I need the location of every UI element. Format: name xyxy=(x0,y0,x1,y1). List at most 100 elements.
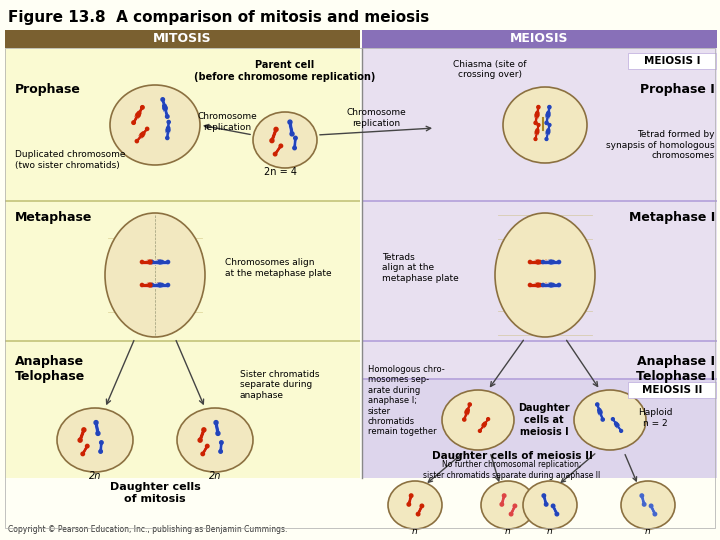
Circle shape xyxy=(198,438,202,442)
Circle shape xyxy=(487,417,490,421)
Polygon shape xyxy=(270,129,278,141)
Text: Homologous chro-
mosomes sep-
arate during
anaphase I;
sister
chromatids
remain : Homologous chro- mosomes sep- arate duri… xyxy=(368,365,445,436)
Polygon shape xyxy=(407,495,413,505)
Circle shape xyxy=(642,503,646,506)
Polygon shape xyxy=(158,284,168,287)
Circle shape xyxy=(270,139,274,143)
Text: Daughter cells
of mitosis: Daughter cells of mitosis xyxy=(109,482,200,504)
Polygon shape xyxy=(500,495,506,505)
Polygon shape xyxy=(152,260,162,264)
Circle shape xyxy=(546,111,550,114)
Circle shape xyxy=(138,111,141,115)
Circle shape xyxy=(161,260,163,264)
Circle shape xyxy=(407,503,410,506)
Circle shape xyxy=(290,132,294,136)
Text: MEIOSIS II: MEIOSIS II xyxy=(642,385,702,395)
Circle shape xyxy=(537,124,540,126)
Polygon shape xyxy=(463,409,469,420)
Circle shape xyxy=(555,512,559,516)
Text: Tetrad formed by
synapsis of homologous
chromosomes: Tetrad formed by synapsis of homologous … xyxy=(606,130,715,160)
Ellipse shape xyxy=(481,481,535,529)
Circle shape xyxy=(161,284,163,287)
Polygon shape xyxy=(640,495,646,505)
Circle shape xyxy=(541,260,544,264)
Bar xyxy=(628,53,716,69)
Circle shape xyxy=(649,504,653,508)
Circle shape xyxy=(166,114,169,118)
Circle shape xyxy=(156,284,160,287)
Polygon shape xyxy=(132,112,140,124)
Polygon shape xyxy=(148,260,158,264)
Circle shape xyxy=(465,410,469,414)
Circle shape xyxy=(99,450,102,453)
Circle shape xyxy=(94,421,98,424)
Circle shape xyxy=(140,133,144,137)
Text: Figure 13.8  A comparison of mitosis and meiosis: Figure 13.8 A comparison of mitosis and … xyxy=(8,10,429,25)
Text: Chiasma (site of
crossing over): Chiasma (site of crossing over) xyxy=(454,60,527,79)
Text: MEIOSIS: MEIOSIS xyxy=(510,32,569,45)
Circle shape xyxy=(534,138,537,140)
Polygon shape xyxy=(198,429,206,441)
Circle shape xyxy=(132,121,135,124)
Circle shape xyxy=(205,444,209,448)
Circle shape xyxy=(548,124,551,126)
Circle shape xyxy=(601,418,604,421)
Circle shape xyxy=(557,260,561,264)
Polygon shape xyxy=(288,122,294,134)
Circle shape xyxy=(536,283,540,287)
Circle shape xyxy=(142,132,145,135)
Circle shape xyxy=(156,260,160,264)
Circle shape xyxy=(546,113,550,117)
Ellipse shape xyxy=(388,481,442,529)
Circle shape xyxy=(503,494,506,497)
Circle shape xyxy=(541,284,544,287)
Circle shape xyxy=(156,284,160,287)
Circle shape xyxy=(416,512,420,516)
Circle shape xyxy=(535,132,538,135)
Text: Daughter
cells at
meiosis I: Daughter cells at meiosis I xyxy=(518,403,570,437)
Polygon shape xyxy=(140,128,148,138)
Circle shape xyxy=(140,284,143,287)
Polygon shape xyxy=(545,130,550,139)
Circle shape xyxy=(136,113,140,117)
Circle shape xyxy=(150,284,153,287)
Circle shape xyxy=(166,128,170,132)
Circle shape xyxy=(158,260,162,264)
Polygon shape xyxy=(142,260,152,264)
Circle shape xyxy=(557,284,561,287)
Circle shape xyxy=(135,115,139,119)
Polygon shape xyxy=(214,422,220,434)
Bar xyxy=(5,30,360,48)
Circle shape xyxy=(549,283,553,287)
Circle shape xyxy=(547,284,551,287)
Text: Sister chromatids
separate during
anaphase: Sister chromatids separate during anapha… xyxy=(240,370,320,400)
Circle shape xyxy=(535,116,539,119)
Circle shape xyxy=(216,431,220,435)
Circle shape xyxy=(484,422,487,425)
Bar xyxy=(362,378,717,380)
Circle shape xyxy=(163,104,166,107)
Polygon shape xyxy=(479,423,486,431)
Polygon shape xyxy=(536,260,546,264)
Text: No further chromosomal replication;
sister chromatids separate during anaphase I: No further chromosomal replication; sist… xyxy=(423,460,600,480)
Polygon shape xyxy=(530,260,540,264)
Circle shape xyxy=(598,410,602,414)
Text: Haploid
n = 2: Haploid n = 2 xyxy=(638,408,672,428)
Polygon shape xyxy=(78,429,86,441)
Circle shape xyxy=(150,260,153,264)
Circle shape xyxy=(214,421,218,424)
Ellipse shape xyxy=(253,112,317,168)
Polygon shape xyxy=(545,113,550,123)
Polygon shape xyxy=(166,128,170,138)
Circle shape xyxy=(536,260,540,264)
Circle shape xyxy=(548,105,551,109)
Ellipse shape xyxy=(523,481,577,529)
Circle shape xyxy=(166,137,169,139)
Polygon shape xyxy=(94,422,100,434)
Circle shape xyxy=(463,418,466,421)
Bar xyxy=(362,340,717,341)
Text: MEIOSIS I: MEIOSIS I xyxy=(644,56,701,66)
Ellipse shape xyxy=(57,408,133,472)
Text: MITOSIS: MITOSIS xyxy=(153,32,212,45)
Circle shape xyxy=(146,260,150,264)
